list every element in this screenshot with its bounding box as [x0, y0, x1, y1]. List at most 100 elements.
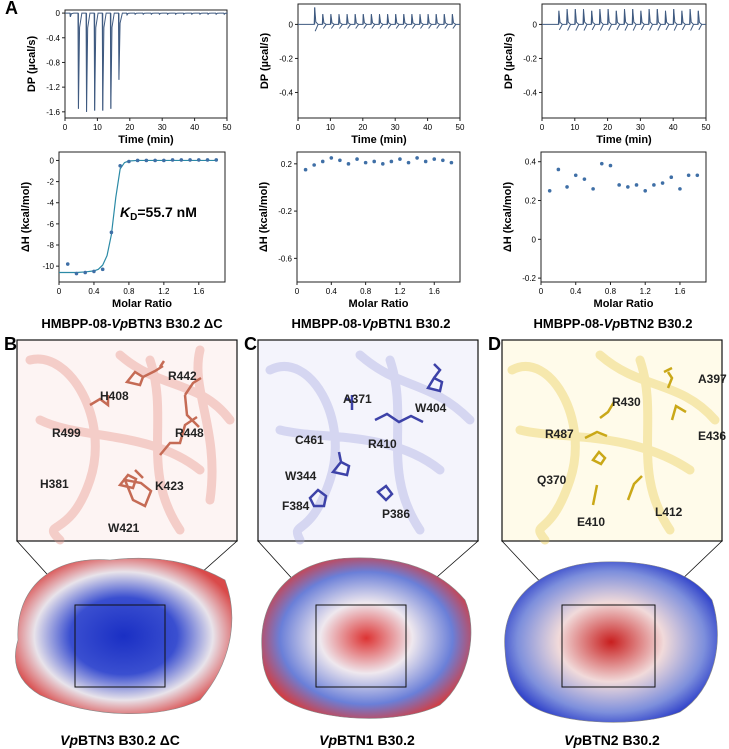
y-tick-label: -1.6: [46, 108, 60, 117]
x-tick-label: 20: [125, 123, 134, 132]
data-point: [617, 183, 621, 187]
y-tick-label: -0.2: [523, 54, 537, 63]
y-tick-label: -0.8: [46, 58, 60, 67]
y-tick-label: -1.2: [46, 83, 60, 92]
data-point: [205, 158, 210, 162]
data-point: [109, 230, 114, 235]
y-axis-label: ΔH (kcal/mol): [20, 182, 32, 253]
x-tick-label: 40: [190, 123, 199, 132]
x-tick-label: 0: [57, 287, 62, 296]
x-tick-label: 1.2: [394, 287, 406, 296]
y-tick-label: 0: [56, 9, 61, 18]
chart-btn1-thermogram: 0 10 20 30 40 50 0 -0.2 -0.4 Time (min) DP (µcal/s…: [259, 3, 465, 146]
x-tick-label: 50: [702, 123, 711, 132]
data-point: [573, 173, 578, 178]
data-point: [320, 159, 325, 164]
sticks-btn1: [308, 363, 444, 508]
x-tick-label: 40: [669, 123, 678, 132]
residue-label-h408: H408: [100, 389, 129, 403]
chart-btn3-isotherm: 0 0.4 0.8 1.2 1.6 0 -2 -4 -6 -8 -10 Molar Ratio ΔH (…: [20, 151, 226, 310]
x-tick-label: 10: [326, 123, 335, 132]
kd-sub: D: [130, 212, 137, 223]
x-tick-label: 0.4: [326, 287, 338, 296]
kd-k: K: [120, 204, 131, 220]
data-point: [346, 162, 351, 166]
data-point: [355, 157, 359, 161]
data-point: [626, 185, 630, 189]
y-tick-label: 0: [50, 156, 55, 165]
x-tick-label: 10: [570, 123, 579, 132]
chart-btn3-thermogram: 0 10 20 30 40 50 0 -0.4 -0.8 -1.2 -1.6 Time (min) DP…: [26, 9, 232, 146]
data-point: [329, 156, 334, 160]
y-tick-label: -0.2: [279, 54, 293, 63]
y-axis-label: DP (µcal/s): [503, 33, 515, 90]
surface-box-btn2: [561, 604, 656, 688]
data-point: [591, 187, 595, 191]
plot-frame: [58, 151, 226, 283]
x-tick-label: 0.8: [605, 287, 617, 296]
cartoon-btn2: [507, 350, 720, 545]
chart-btn2-thermogram: 0 10 20 30 40 50 0 -0.2 -0.4 Time (min) DP (µcal/s…: [503, 3, 711, 146]
residue-label-w404: W404: [415, 401, 447, 415]
protein-label-btn3: VpBTN3 B30.2 ΔC: [60, 732, 180, 748]
data-point: [669, 175, 674, 180]
x-tick-label: 0.8: [360, 287, 372, 296]
y-tick-label: -0.2: [278, 207, 292, 216]
y-tick-label: 0.2: [525, 197, 537, 206]
residue-label-e410: E410: [577, 515, 605, 529]
thermogram-trace: [65, 12, 228, 112]
itc-title-btn1: HMBPP-08-VpBTN1 B30.2: [292, 316, 451, 331]
data-point: [363, 160, 368, 165]
x-tick-label: 0: [295, 287, 300, 296]
residue-label-r448: R448: [175, 426, 204, 440]
residue-label-p386: P386: [382, 507, 410, 521]
data-point: [170, 158, 175, 162]
residue-label-e436: E436: [698, 429, 726, 443]
x-tick-label: 1.6: [674, 287, 686, 296]
data-point: [695, 173, 700, 178]
data-point: [678, 187, 682, 191]
data-point: [179, 158, 184, 162]
x-tick-label: 0.4: [570, 287, 582, 296]
plot-frame: [541, 3, 707, 119]
data-point: [380, 162, 385, 166]
data-point: [196, 158, 201, 162]
data-point: [652, 183, 656, 187]
data-point: [127, 159, 131, 164]
plot-frame: [297, 3, 461, 119]
data-point: [441, 158, 445, 163]
panel-letter-b: B: [4, 334, 17, 354]
data-point: [599, 161, 604, 166]
data-point: [188, 158, 192, 162]
data-point: [432, 157, 437, 161]
x-tick-label: 0.8: [123, 287, 135, 296]
data-point: [153, 158, 157, 163]
residue-label-f384: F384: [282, 499, 310, 513]
data-point: [83, 270, 88, 275]
panel-letter-a: A: [5, 0, 18, 18]
y-axis-label: ΔH (kcal/mol): [502, 182, 514, 253]
surface-btn1: [261, 557, 472, 719]
x-tick-label: 10: [93, 123, 102, 132]
x-tick-label: 40: [423, 123, 432, 132]
data-point: [162, 158, 166, 163]
x-tick-label: 1.6: [429, 287, 441, 296]
x-axis-label: Molar Ratio: [112, 298, 172, 310]
sticks-btn2: [584, 366, 687, 506]
residue-label-l412: L412: [655, 505, 683, 519]
chart-btn1-isotherm: 0 0.4 0.8 1.2 1.6 0.2 -0.2 -0.6 Molar Ratio ΔH (k…: [258, 151, 461, 310]
y-tick-label: -0.4: [279, 88, 293, 97]
residue-label-q370: Q370: [537, 473, 567, 487]
residue-label-r430: R430: [612, 395, 641, 409]
data-point: [100, 267, 105, 272]
x-tick-label: 1.6: [193, 287, 205, 296]
surface-btn3: [15, 557, 233, 714]
protein-label-btn2: VpBTN2 B30.2: [564, 732, 660, 748]
x-tick-label: 0: [63, 123, 68, 132]
y-tick-label: -8: [47, 241, 55, 250]
y-tick-label: -0.4: [523, 88, 537, 97]
data-point: [135, 158, 140, 163]
residue-label-r487: R487: [545, 427, 574, 441]
data-point: [214, 158, 219, 162]
